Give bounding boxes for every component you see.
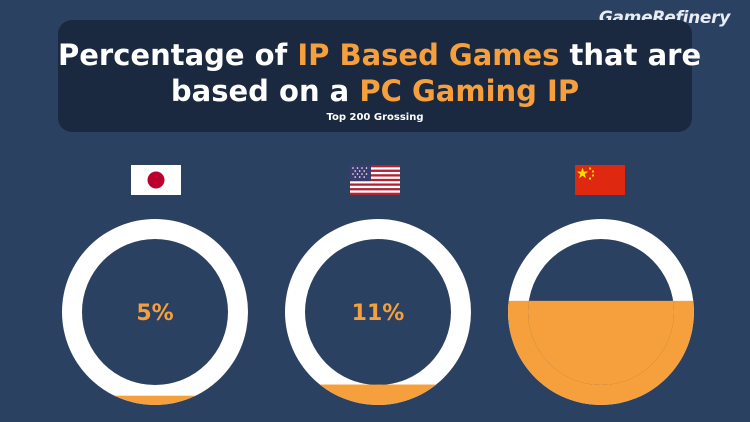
title-text: based on a xyxy=(170,74,360,108)
usa-flag-icon xyxy=(350,165,400,195)
gauge-value-label: 11% xyxy=(352,301,405,326)
gauge-japan: 5% xyxy=(62,219,248,405)
title-text: that are xyxy=(559,38,702,72)
title-text: Percentage of xyxy=(58,38,298,72)
chart-title-line-1: Percentage of IP Based Games that are xyxy=(58,37,701,73)
gauge-fill-bar xyxy=(62,395,248,405)
title-highlight: IP Based Games xyxy=(297,38,560,72)
gauge-china: 56% xyxy=(508,219,694,405)
gauge-hole xyxy=(82,239,228,385)
gauge-value-label: 5% xyxy=(136,301,173,326)
title-box: Percentage of IP Based Games that are ba… xyxy=(58,20,701,132)
chart-subtitle: Top 200 Grossing xyxy=(326,112,424,123)
chart-title-line-2: based on a PC Gaming IP xyxy=(58,73,692,109)
title-highlight: PC Gaming IP xyxy=(359,74,580,108)
gauge-hole xyxy=(305,239,451,385)
gauge-usa: 11% xyxy=(285,219,471,405)
japan-flag-icon xyxy=(131,165,181,195)
gauge-value-label: 56% xyxy=(575,301,628,326)
gauge-fill-bar xyxy=(285,384,471,405)
china-flag-icon xyxy=(575,165,625,195)
gauge-inner-fill xyxy=(305,384,451,385)
